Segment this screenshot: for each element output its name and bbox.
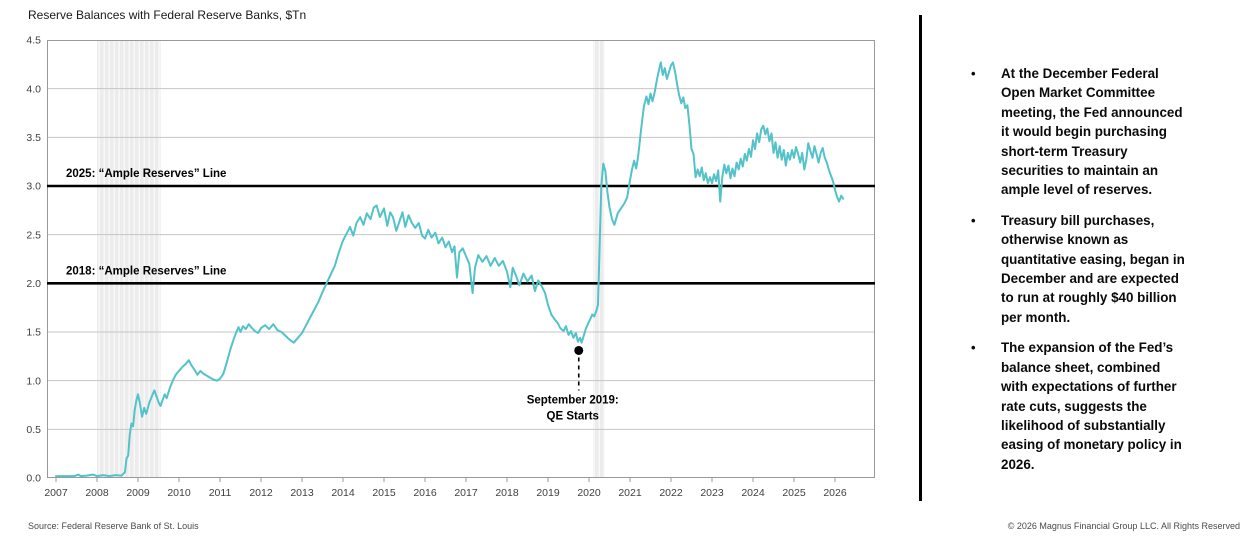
y-tick-label: 2.0 xyxy=(26,278,41,290)
recession-bands xyxy=(97,40,605,478)
x-tick-label: 2018 xyxy=(495,487,519,499)
annotation-label: QE Starts xyxy=(547,410,599,422)
bullet-text: The expansion of the Fed’s balance sheet… xyxy=(1001,340,1182,472)
axis-labels: 0.0 0.5 1.0 1.5 2.0 2.5 3.0 3.5 4.0 4.5 2007 2008 20… xyxy=(26,35,846,499)
x-tick-label: 2024 xyxy=(741,487,765,499)
plot-border-box xyxy=(47,40,875,478)
annotation-label: September 2019: xyxy=(527,394,619,406)
y-tick-label: 1.0 xyxy=(26,375,41,387)
x-tick-label: 2025 xyxy=(782,487,806,499)
reserve-balances-line-chart: 2025: “Ample Reserves” Line 2018: “Ample … xyxy=(26,35,875,499)
x-tick-label: 2017 xyxy=(454,487,478,499)
bullet-text: At the December Federal Open Market Comm… xyxy=(1001,66,1183,198)
x-tick-label: 2021 xyxy=(618,487,642,499)
y-tick-label: 3.0 xyxy=(26,181,41,193)
plot-border xyxy=(47,40,875,478)
bullet-item: • The expansion of the Fed’s balance shee… xyxy=(945,338,1247,474)
reserve-balances-line xyxy=(55,61,845,478)
x-tick-label: 2012 xyxy=(249,487,273,499)
copyright: © 2026 Magnus Financial Group LLC. All R… xyxy=(1007,521,1240,531)
ample-reserves-label: 2018: “Ample Reserves” Line xyxy=(66,265,226,277)
bullet-item: • At the December Federal Open Market Com… xyxy=(945,64,1247,200)
x-tick-label: 2011 xyxy=(209,487,232,499)
ample-reserves-label: 2025: “Ample Reserves” Line xyxy=(66,168,226,180)
x-tick-label: 2008 xyxy=(85,487,109,499)
x-tick-label: 2026 xyxy=(823,487,847,499)
qe-annotation: September 2019: QE Starts xyxy=(527,345,619,422)
source-note: Source: Federal Reserve Bank of St. Loui… xyxy=(28,521,199,531)
y-tick-label: 3.5 xyxy=(26,132,41,144)
recession-band xyxy=(97,40,161,478)
y-tick-label: 1.5 xyxy=(26,327,41,339)
x-tick-label: 2009 xyxy=(126,487,150,499)
x-tick-label: 2023 xyxy=(700,487,724,499)
x-tick-label: 2014 xyxy=(331,487,355,499)
bullet-marker: • xyxy=(971,212,976,228)
bullet-text: Treasury bill purchases, otherwise known… xyxy=(1001,212,1185,325)
x-tick-label: 2015 xyxy=(372,487,396,499)
bullet-marker: • xyxy=(971,340,976,356)
y-tick-label: 4.5 xyxy=(26,35,41,47)
chart-title: Reserve Balances with Federal Reserve Ba… xyxy=(28,8,307,22)
gridlines xyxy=(47,88,875,430)
x-tick-label: 2013 xyxy=(290,487,314,499)
x-tick-label: 2019 xyxy=(536,487,560,499)
y-tick-label: 0.0 xyxy=(26,473,41,485)
x-tick-label: 2010 xyxy=(167,487,191,499)
qe-start-dot xyxy=(574,345,584,355)
x-tick-label: 2007 xyxy=(44,487,68,499)
y-tick-label: 2.5 xyxy=(26,229,41,241)
y-tick-label: 4.0 xyxy=(26,83,41,95)
bullet-item: • Treasury bill purchases, otherwise know… xyxy=(945,211,1247,327)
y-tick-label: 0.5 xyxy=(26,424,41,436)
bullet-marker: • xyxy=(971,66,976,81)
x-tick-label: 2020 xyxy=(577,487,601,499)
x-tick-label: 2016 xyxy=(413,487,437,499)
x-tick-label: 2022 xyxy=(659,487,683,499)
notes-panel: • At the December Federal Open Market Com… xyxy=(945,64,1247,485)
ample-reserves-lines: 2025: “Ample Reserves” Line 2018: “Ample … xyxy=(47,168,875,285)
vertical-divider xyxy=(919,15,922,501)
data-series xyxy=(55,61,845,478)
